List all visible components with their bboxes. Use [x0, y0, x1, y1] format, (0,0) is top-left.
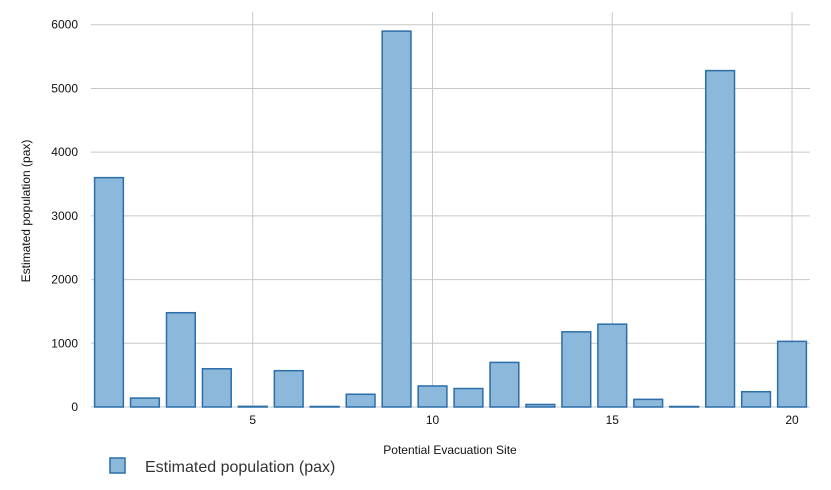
y-tick-label: 5000 — [51, 81, 78, 95]
bar — [237, 405, 268, 408]
bar — [201, 368, 232, 408]
y-tick-label: 6000 — [51, 18, 78, 32]
bar — [453, 387, 484, 408]
y-tick-label: 3000 — [51, 209, 78, 223]
bar — [273, 369, 304, 408]
bar — [309, 405, 340, 408]
bar — [704, 69, 736, 408]
bar — [561, 331, 592, 408]
bar — [669, 405, 700, 408]
bar — [381, 30, 412, 408]
y-tick-label: 4000 — [51, 145, 78, 159]
x-tick-labels: 5 10 15 20 — [249, 413, 799, 427]
y-tick-labels: 0 1000 2000 3000 4000 5000 6000 — [51, 18, 78, 414]
bar — [597, 323, 628, 408]
bar — [740, 390, 772, 408]
y-axis-title: Estimated population (pax) — [19, 140, 33, 283]
x-tick-label: 20 — [785, 413, 799, 427]
y-tick-label: 1000 — [51, 336, 78, 350]
bar — [129, 397, 161, 408]
y-tick-label: 2000 — [51, 273, 78, 287]
x-axis-title: Potential Evacuation Site — [383, 443, 517, 457]
legend: Estimated population (pax) — [109, 457, 335, 476]
y-gridlines — [91, 24, 810, 408]
bar — [417, 385, 448, 408]
y-tick-label: 0 — [71, 400, 78, 414]
legend-swatch — [109, 457, 126, 474]
bar — [633, 398, 664, 408]
x-tick-label: 10 — [426, 413, 440, 427]
bar — [776, 340, 808, 408]
x-tick-label: 15 — [606, 413, 620, 427]
bar-series — [93, 30, 808, 408]
bar — [345, 393, 376, 408]
bar — [93, 176, 125, 408]
bar — [165, 311, 197, 408]
legend-label: Estimated population (pax) — [145, 459, 335, 476]
bar — [525, 403, 556, 408]
x-tick-label: 5 — [249, 413, 256, 427]
bar — [489, 361, 520, 408]
